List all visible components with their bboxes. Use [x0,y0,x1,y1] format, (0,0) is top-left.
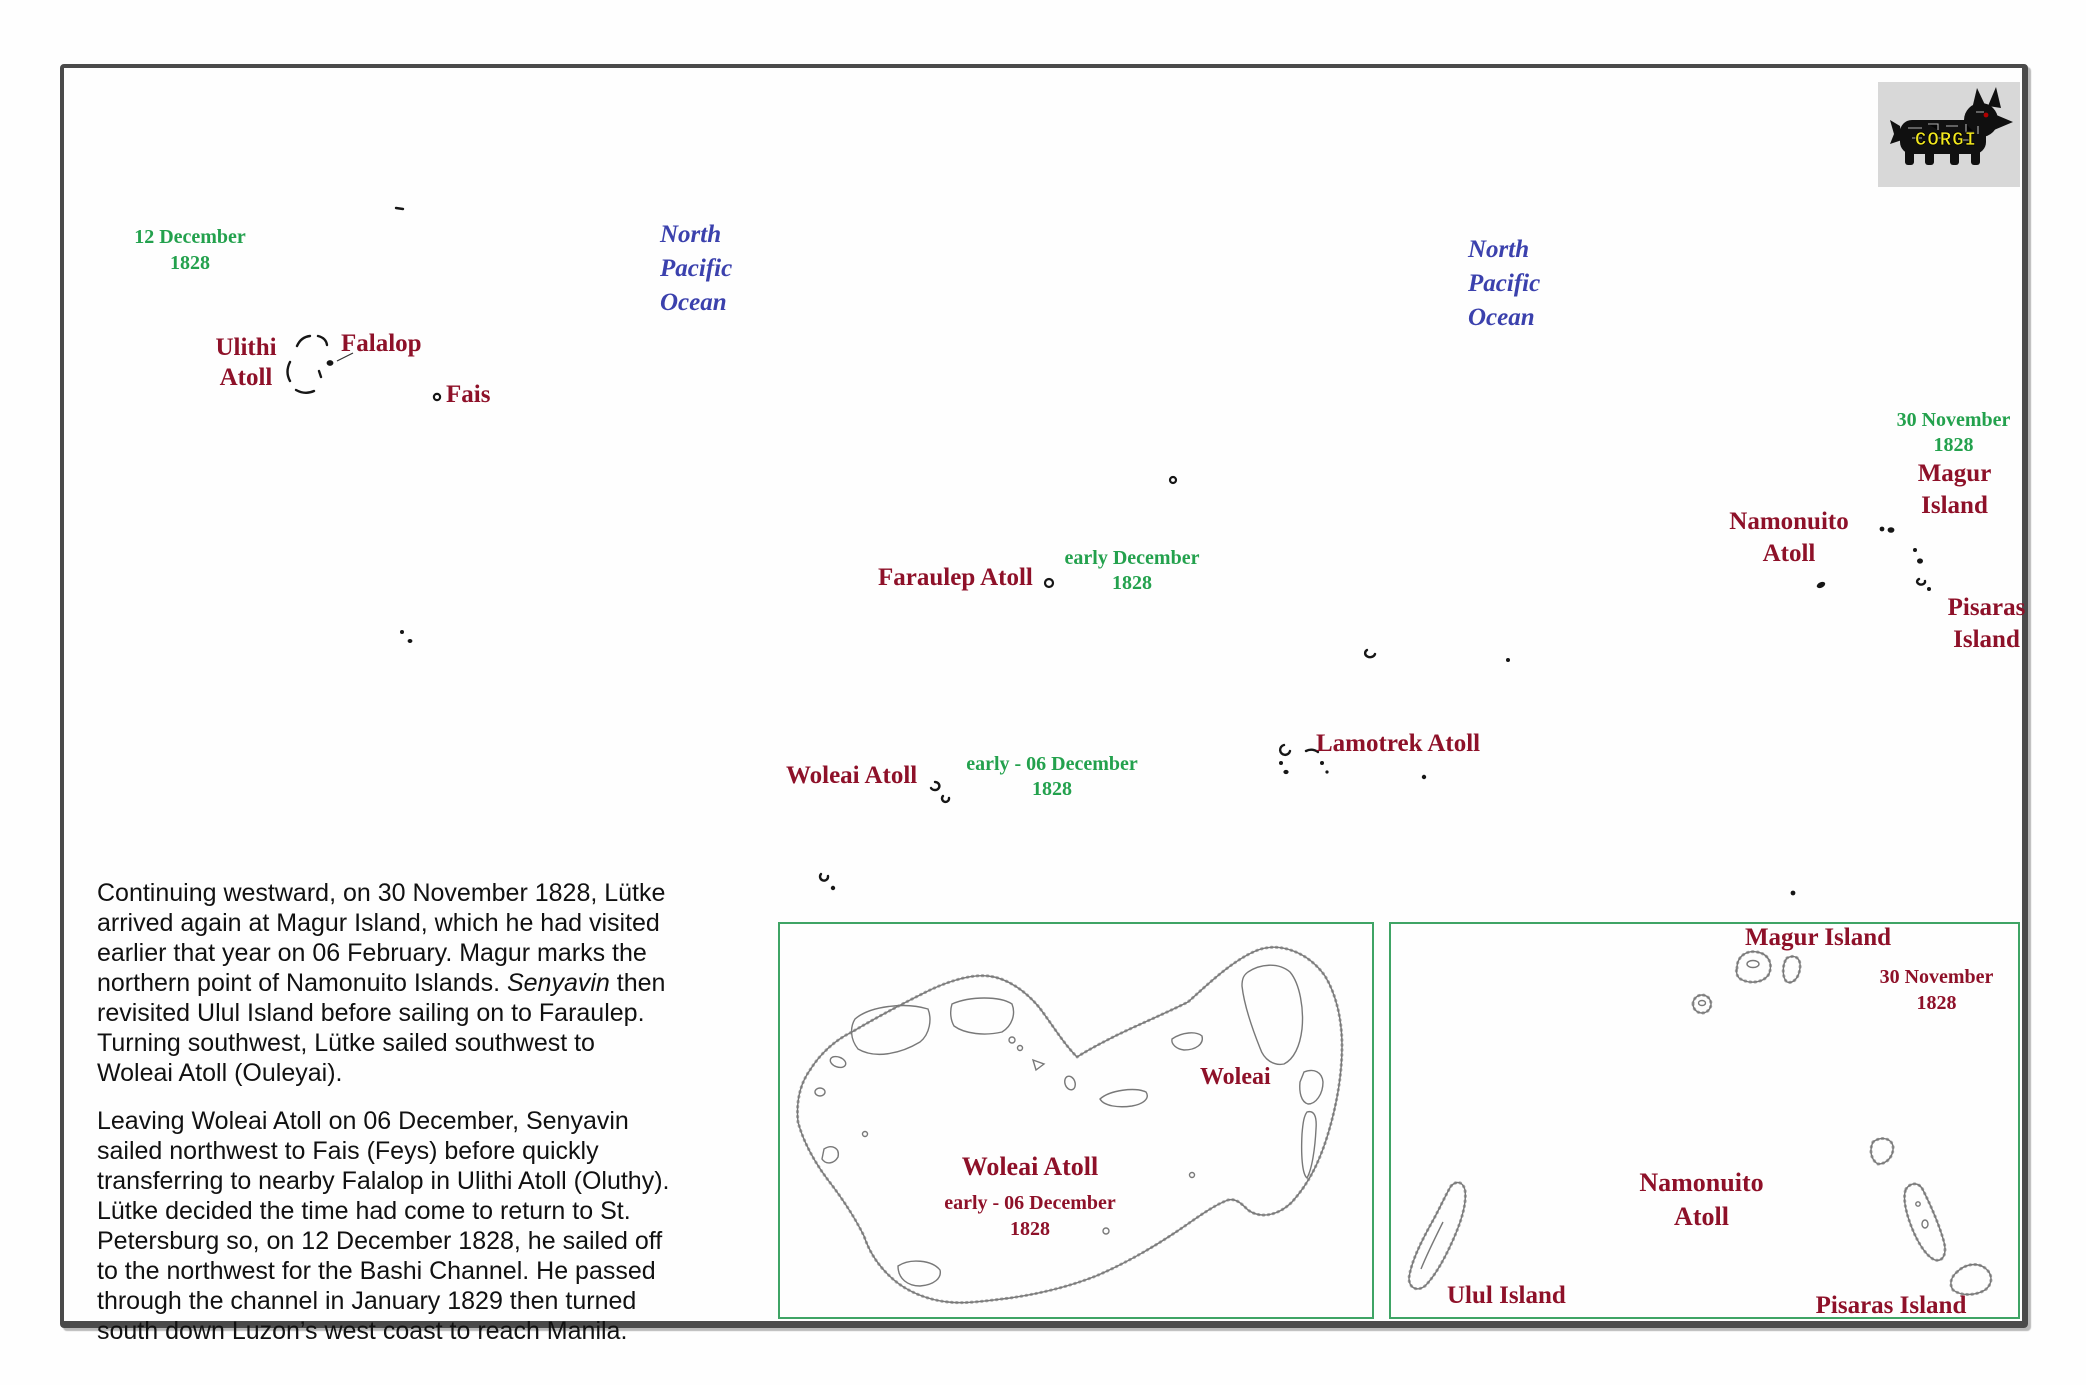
inset-woleai-atoll: Woleai Woleai Atoll early - 06 December 1… [778,922,1374,1319]
label-fais: Fais [446,381,491,408]
inset-label-namonuito-atoll: Namonuito Atoll [1639,1168,1764,1231]
label-magur-island: Magur Island [1917,460,1992,519]
corgi-icon: CORGI [1890,87,2013,165]
inset-label-ulul-island: Ulul Island [1447,1282,1566,1309]
ocean-label-right: North Pacific Ocean [1468,236,1541,331]
date-12-december-1828: 12 December 1828 [134,226,246,274]
woleai-atoll-outline [795,945,1344,1305]
inset-namonuito-atoll: Magur Island 30 November 1828 Namonuito At… [1389,922,2020,1319]
date-30-november-1828: 30 November 1828 [1896,409,2011,456]
label-faraulep-atoll: Faraulep Atoll [878,564,1033,591]
label-woleai-atoll: Woleai Atoll [786,762,918,789]
corgi-logo: CORGI [1878,82,2020,187]
inset-label-woleai-island: Woleai [1200,1064,1271,1090]
inset-date-woleai: early - 06 December 1828 [944,1192,1116,1240]
voyage-narrative: Continuing westward, on 30 November 1828… [97,878,675,1346]
inset-label-magur-island: Magur Island [1744,924,1892,951]
label-pisaras-island: Pisaras Island [1947,594,2026,653]
label-ulithi-atoll: Ulithi Atoll [215,334,277,391]
label-falalop: Falalop [341,330,422,357]
date-early-december-1828: early December 1828 [1064,547,1200,594]
inset-title-woleai-atoll: Woleai Atoll [961,1152,1099,1181]
narrative-paragraph-1: Continuing westward, on 30 November 1828… [97,879,666,1087]
date-early-06-december-1828: early - 06 December 1828 [966,753,1138,800]
inset-date-30-november: 30 November 1828 [1879,966,1994,1014]
corgi-logo-text: CORGI [1915,129,1977,151]
inset-label-pisaras-island: Pisaras Island [1815,1292,1967,1319]
narrative-paragraph-2: Leaving Woleai Atoll on 06 December, Sen… [97,1107,670,1345]
label-lamotrek-atoll: Lamotrek Atoll [1316,730,1481,757]
namonuito-islands-outline [1407,950,1993,1297]
ocean-label-left: North Pacific Ocean [660,221,733,316]
map-frame [60,64,2028,1328]
label-namonuito-atoll: Namonuito Atoll [1729,508,1849,567]
